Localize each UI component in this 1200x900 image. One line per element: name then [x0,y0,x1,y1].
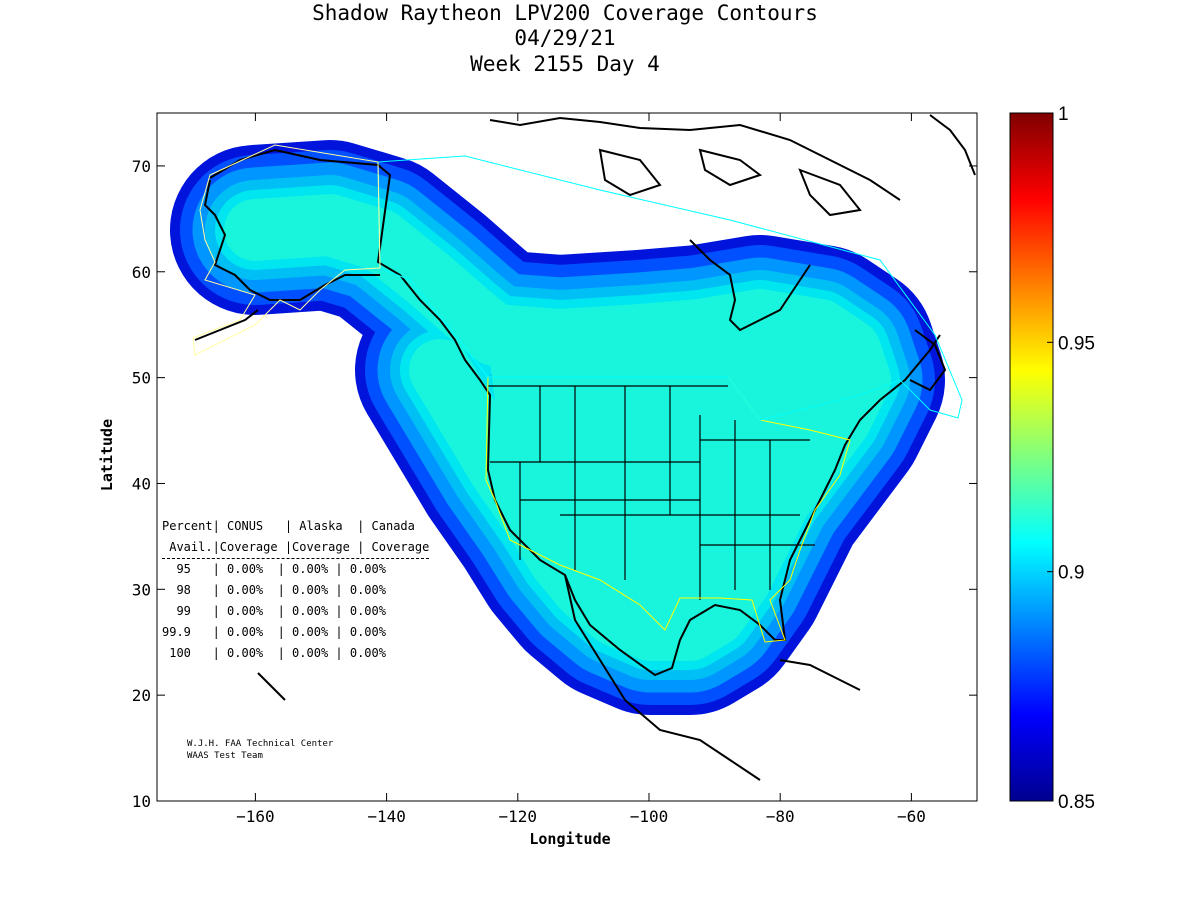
y-tick-label: 50 [132,369,151,388]
x-tick-label: −160 [236,807,275,826]
x-tick-label: −100 [630,807,669,826]
plot-frame [156,112,978,802]
colorbar [1009,112,1054,802]
stats-row: 99.9 | 0.00% | 0.00% | 0.00% [162,625,386,639]
arctic-island-1 [598,148,662,197]
hawaii [257,672,286,701]
y-tick-label: 10 [132,792,151,811]
stats-header-2: Avail.|Coverage |Coverage | Coverage [162,537,430,559]
coverage-band-5 [224,194,891,661]
coastline-alaska [209,148,941,677]
x-tick-label: −60 [897,807,926,826]
arctic-island-3 [798,168,862,217]
mexico-coast [564,574,761,781]
stats-row: 99 | 0.00% | 0.00% | 0.00% [162,604,386,618]
title-line-1: Shadow Raytheon LPV200 Coverage Contours [312,1,818,25]
y-tick-label: 70 [132,157,151,176]
title-line-2: 04/29/21 [514,26,616,50]
credit-line-1: W.J.H. FAA Technical Center [187,739,334,749]
stats-row: 95 | 0.00% | 0.00% | 0.00% [162,562,386,576]
y-axis-title: Latitude [98,419,116,491]
arctic-island-2 [698,148,763,187]
colorbar-tick-label: 0.9 [1058,563,1084,584]
coastlines [194,114,976,781]
canadian-arctic [489,116,901,201]
stats-row: 98 | 0.00% | 0.00% | 0.00% [162,583,386,597]
y-tick-label: 60 [132,263,151,282]
colorbar-tick-label: 0.95 [1058,333,1095,354]
hudson-bay [689,239,811,332]
y-tick-label: 20 [132,686,151,705]
colorbar-tick-label: 1 [1058,104,1069,125]
title-line-3: Week 2155 Day 4 [470,52,660,76]
x-axis-title: Longitude [529,830,610,848]
y-tick-label: 30 [132,580,151,599]
colorbar-tick-label: 0.85 [1058,792,1095,813]
axis-ticks: −160 −140 −120 −100 −80 −60 10 20 30 40 50 60 70 [132,113,977,826]
alaska-boundary [192,144,381,356]
map-area [170,114,976,781]
x-tick-label: −140 [367,807,406,826]
conus-boundary [485,376,851,643]
coverage-contours [170,140,945,715]
greenland-edge [929,114,976,176]
canada-boundary [377,155,963,421]
credit-line-2: WAAS Test Team [187,751,263,761]
x-tick-label: −80 [766,807,795,826]
stats-row: 100 | 0.00% | 0.00% | 0.00% [162,646,386,660]
stats-header-1: Percent| CONUS | Alaska | Canada [162,519,415,533]
y-tick-label: 40 [132,474,151,493]
x-tick-label: −120 [499,807,538,826]
state-boundaries [488,385,815,600]
cuba [779,659,861,691]
colorbar-ticks: 1 0.95 0.9 0.85 [1047,104,1095,813]
newfoundland [909,329,947,392]
credit-text: W.J.H. FAA Technical Center WAAS Test Te… [187,738,333,762]
aleutians [194,309,259,341]
coverage-stats-table: Percent| CONUS | Alaska | Canada Avail.|… [162,516,430,664]
